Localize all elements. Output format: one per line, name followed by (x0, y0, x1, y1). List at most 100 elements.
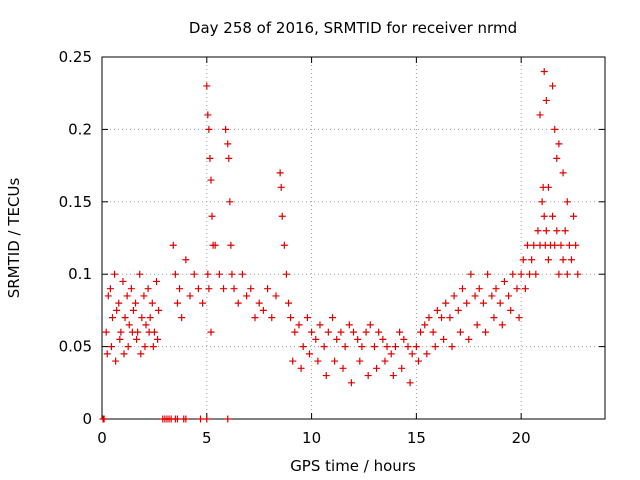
data-point (125, 321, 133, 329)
data-point (238, 270, 246, 278)
data-point (446, 314, 454, 322)
data-point (117, 328, 125, 336)
data-point (465, 335, 473, 343)
data-point (123, 292, 131, 300)
data-point (322, 372, 330, 380)
data-point (113, 306, 121, 314)
data-point (341, 343, 349, 351)
data-point (178, 314, 186, 322)
data-point (203, 82, 211, 90)
data-point (396, 328, 404, 336)
data-point (534, 227, 542, 235)
data-point (104, 292, 112, 300)
data-point (513, 285, 521, 293)
data-point (220, 285, 228, 293)
data-point (532, 270, 540, 278)
data-point (204, 111, 212, 119)
data-point (412, 343, 420, 351)
data-point (230, 285, 238, 293)
data-point (303, 314, 311, 322)
data-point (119, 277, 127, 285)
x-tick-label: 15 (407, 429, 426, 447)
data-point (479, 299, 487, 307)
data-point (509, 270, 517, 278)
data-point (507, 306, 515, 314)
data-point (278, 212, 286, 220)
data-point (133, 335, 141, 343)
data-point (383, 343, 391, 351)
data-point (329, 314, 337, 322)
data-point (264, 285, 272, 293)
data-point (387, 350, 395, 358)
data-point (234, 299, 242, 307)
data-point (154, 335, 162, 343)
data-point (148, 299, 156, 307)
y-tick-label: 0.2 (68, 120, 92, 138)
data-point (572, 241, 580, 249)
data-point (287, 314, 295, 322)
data-point (333, 335, 341, 343)
data-point (285, 299, 293, 307)
data-point (551, 125, 559, 133)
data-point (567, 256, 575, 264)
data-point (358, 343, 366, 351)
data-point (182, 256, 190, 264)
data-point (124, 343, 132, 351)
data-point (272, 292, 280, 300)
data-point (473, 321, 481, 329)
data-point (553, 227, 561, 235)
data-point (144, 285, 152, 293)
data-point (406, 379, 414, 387)
data-point (100, 415, 108, 423)
data-point (551, 241, 559, 249)
x-tick-label: 20 (512, 429, 531, 447)
data-point (438, 314, 446, 322)
data-point (414, 357, 422, 365)
data-point (243, 292, 251, 300)
data-point (456, 328, 464, 336)
data-point (136, 270, 144, 278)
data-point (574, 270, 582, 278)
data-point (255, 299, 263, 307)
data-point (320, 343, 328, 351)
data-point (129, 306, 137, 314)
data-point (152, 277, 160, 285)
data-point (350, 328, 357, 336)
data-point (155, 306, 163, 314)
data-point (137, 350, 145, 358)
data-point (366, 321, 374, 329)
data-point (102, 328, 110, 336)
tick-labels: 0 5 10 15 20 0 0.05 0.1 0.15 0.2 0.25 (59, 48, 531, 447)
x-tick-label: 5 (202, 429, 212, 447)
data-point (173, 415, 181, 423)
data-point (492, 285, 500, 293)
data-point (337, 328, 345, 336)
data-point (515, 314, 523, 322)
data-point (276, 169, 284, 177)
data-point (280, 241, 288, 249)
data-point (528, 256, 536, 264)
data-point (112, 357, 120, 365)
data-point (115, 299, 123, 307)
data-point (559, 256, 567, 264)
data-point (289, 357, 297, 365)
data-point (391, 343, 399, 351)
data-point (496, 299, 504, 307)
data-point (142, 321, 150, 329)
data-point (471, 292, 479, 300)
data-point (364, 372, 372, 380)
data-point (259, 306, 267, 314)
data-point (458, 285, 466, 293)
data-point (442, 299, 450, 307)
data-point (127, 285, 135, 293)
data-point (544, 183, 552, 191)
data-point (107, 343, 115, 351)
data-point (454, 306, 462, 314)
data-point (448, 343, 456, 351)
data-point (538, 198, 546, 206)
data-point (530, 241, 538, 249)
data-point (450, 292, 458, 300)
data-point (345, 321, 353, 329)
data-point (555, 270, 563, 278)
data-point (224, 415, 232, 423)
